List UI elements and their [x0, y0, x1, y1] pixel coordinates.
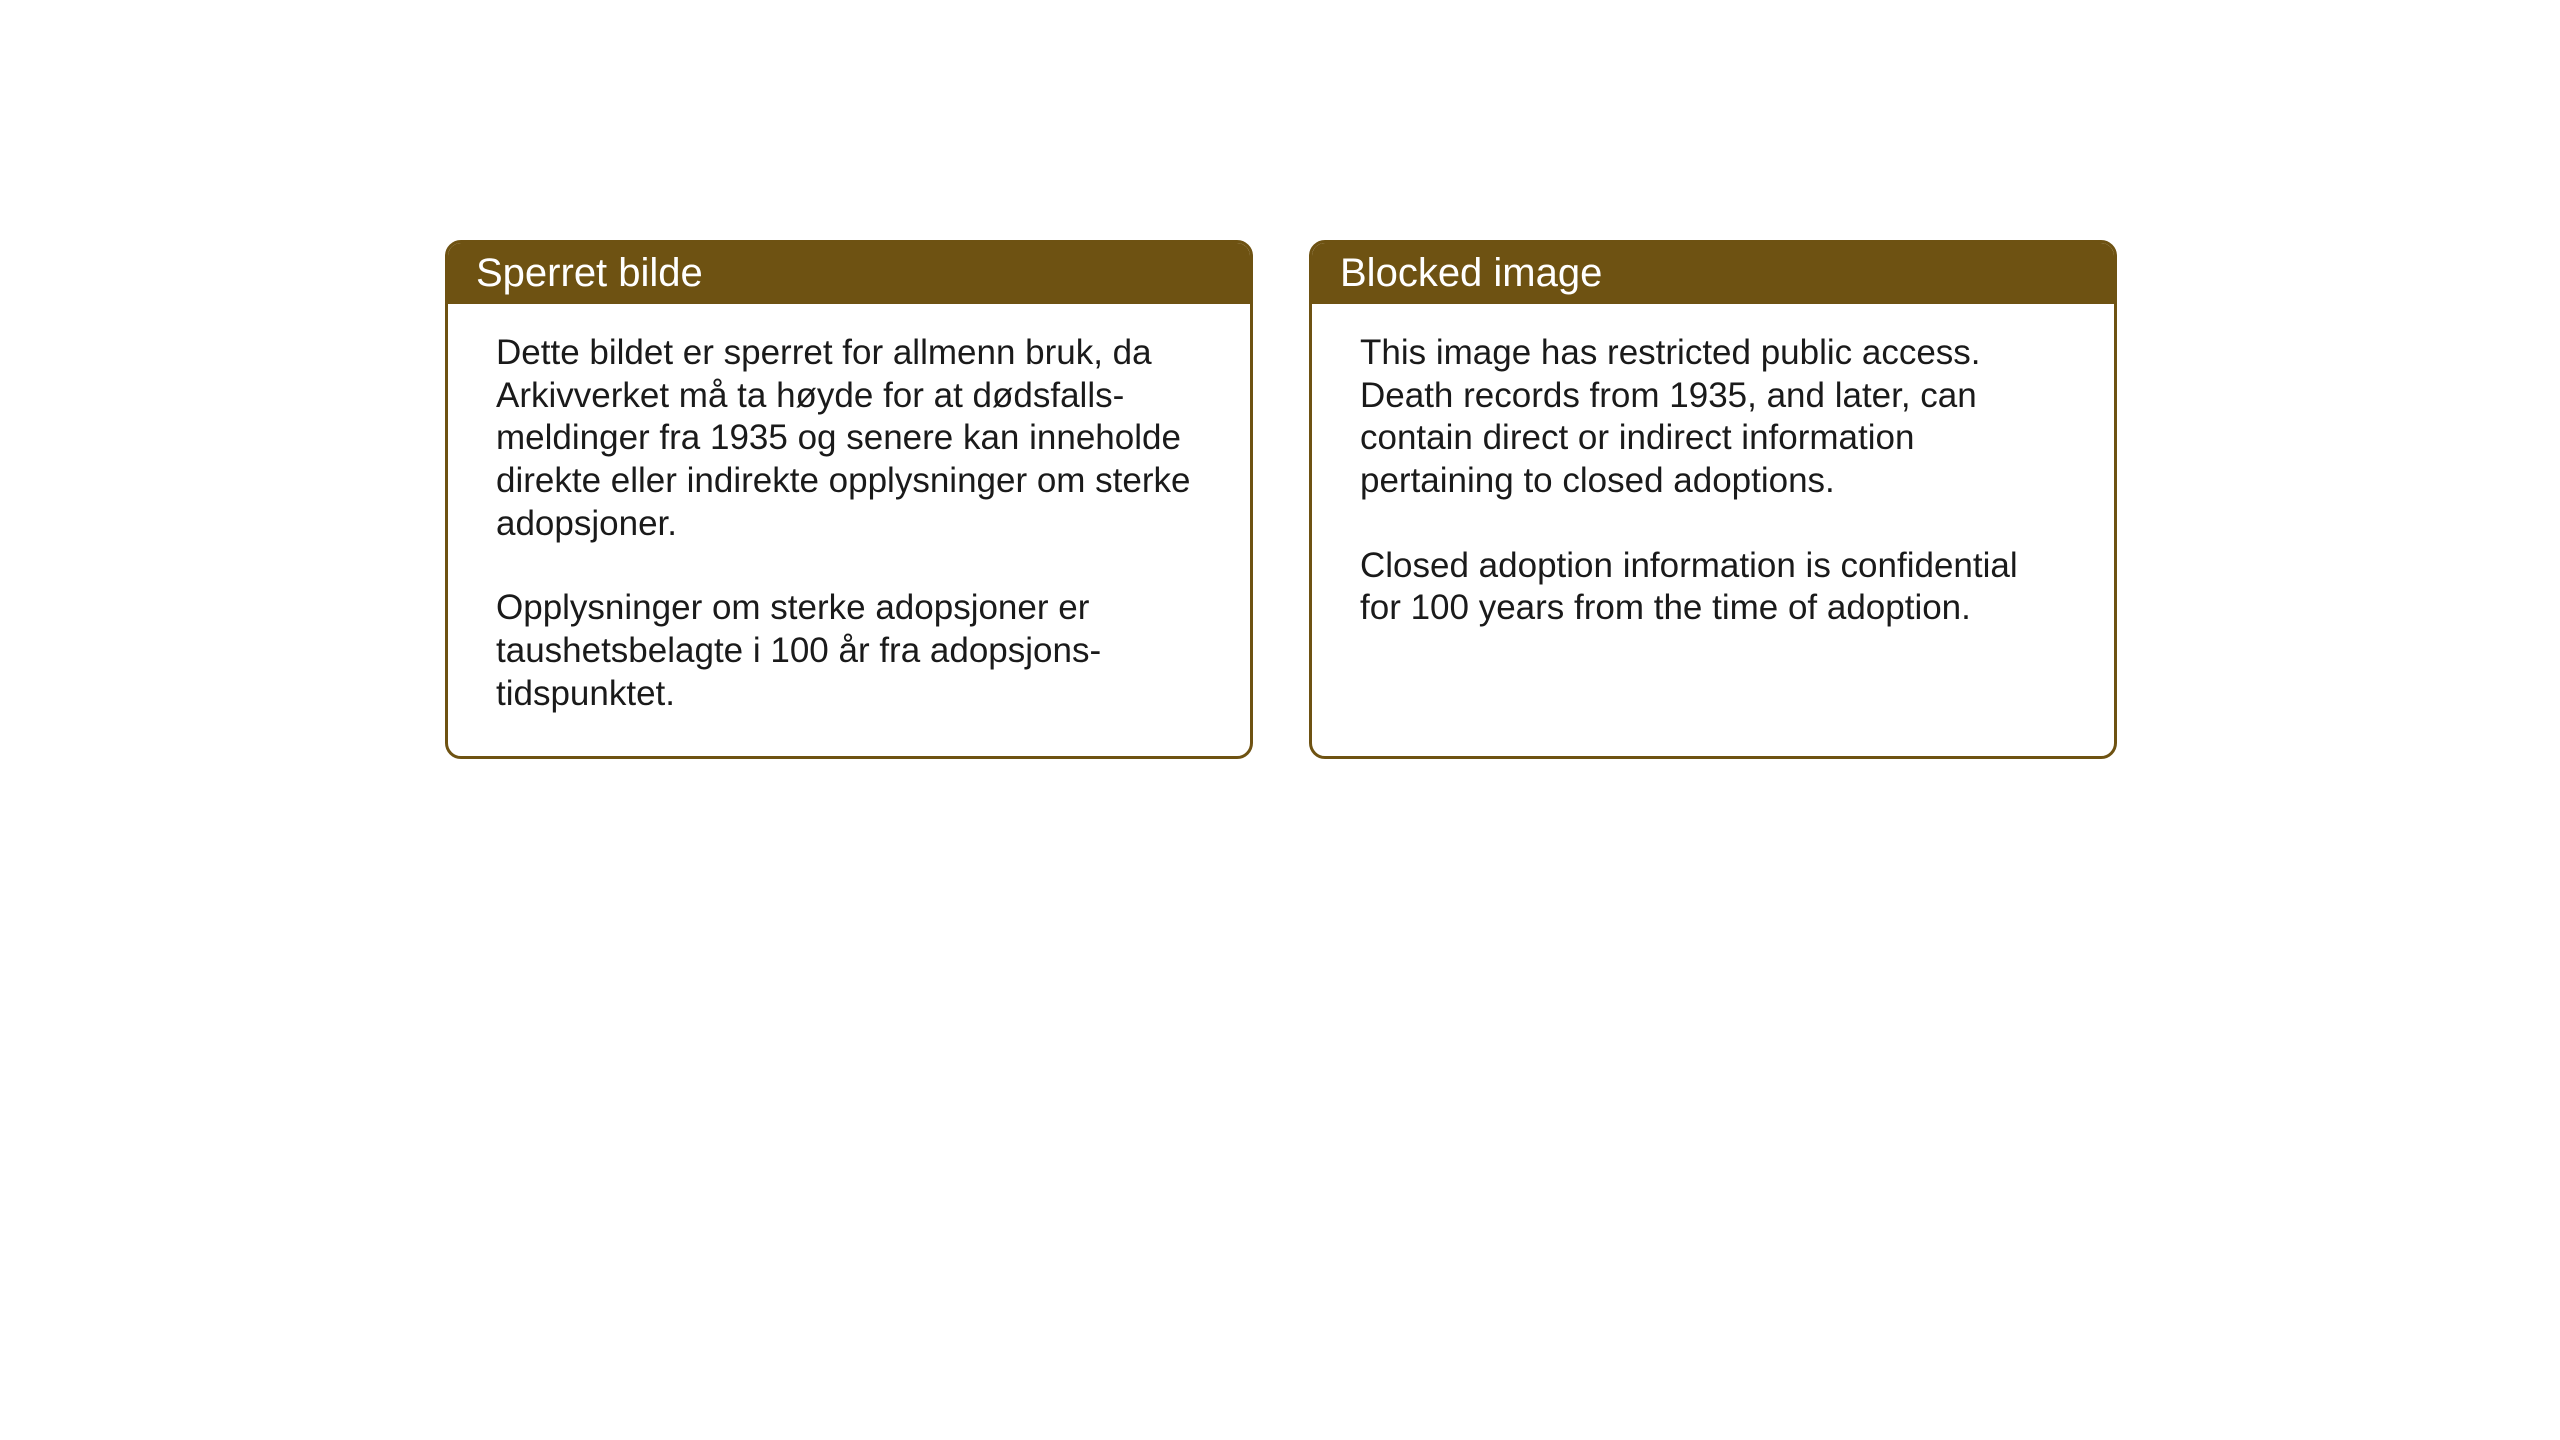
norwegian-card-body: Dette bildet er sperret for allmenn bruk…: [448, 304, 1250, 756]
norwegian-paragraph-2: Opplysninger om sterke adopsjoner er tau…: [496, 587, 1202, 715]
norwegian-paragraph-1: Dette bildet er sperret for allmenn bruk…: [496, 332, 1202, 545]
english-card-body: This image has restricted public access.…: [1312, 304, 2114, 744]
english-notice-card: Blocked image This image has restricted …: [1309, 240, 2117, 759]
english-card-title: Blocked image: [1312, 243, 2114, 304]
norwegian-card-title: Sperret bilde: [448, 243, 1250, 304]
english-paragraph-1: This image has restricted public access.…: [1360, 332, 2066, 503]
english-paragraph-2: Closed adoption information is confident…: [1360, 545, 2066, 630]
norwegian-notice-card: Sperret bilde Dette bildet er sperret fo…: [445, 240, 1253, 759]
notice-cards-container: Sperret bilde Dette bildet er sperret fo…: [445, 240, 2117, 759]
